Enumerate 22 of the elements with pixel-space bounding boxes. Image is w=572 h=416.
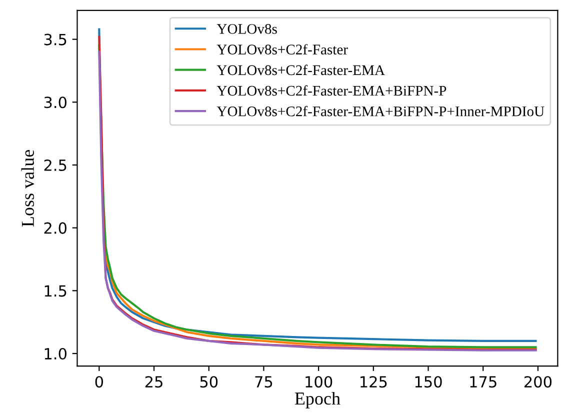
x-axis-title: Epoch [294, 392, 340, 408]
y-tick-label: 3.0 [44, 96, 66, 108]
y-axis-title: Loss value [21, 150, 34, 227]
legend-label: YOLOv8s [216, 24, 277, 34]
x-tick-label: 0 [95, 376, 104, 388]
x-tick-label: 150 [415, 376, 442, 388]
x-tick-label: 25 [145, 376, 162, 388]
legend-label: YOLOv8s+C2f-Faster-EMA [216, 64, 385, 76]
y-tick-label: 1.5 [44, 285, 66, 297]
x-tick-label: 175 [470, 376, 496, 388]
y-tick-label: 3.5 [44, 34, 66, 46]
y-tick-label: 1.0 [44, 348, 66, 360]
x-tick-label: 200 [524, 376, 552, 388]
x-tick-label: 50 [200, 376, 218, 388]
y-tick-label: 2.5 [44, 159, 66, 172]
legend-label: YOLOv8s+C2f-Faster-EMA+BiFPN-P+Inner-MPDIoU [216, 106, 544, 116]
y-tick-label: 2.0 [44, 222, 66, 234]
x-tick-label: 125 [360, 376, 387, 388]
legend-label: YOLOv8s+C2f-Faster [216, 44, 348, 54]
x-tick-label: 75 [255, 376, 272, 388]
x-tick-label: 100 [306, 376, 332, 388]
legend-label: YOLOv8s+C2f-Faster-EMA+BiFPN-P [216, 85, 446, 96]
